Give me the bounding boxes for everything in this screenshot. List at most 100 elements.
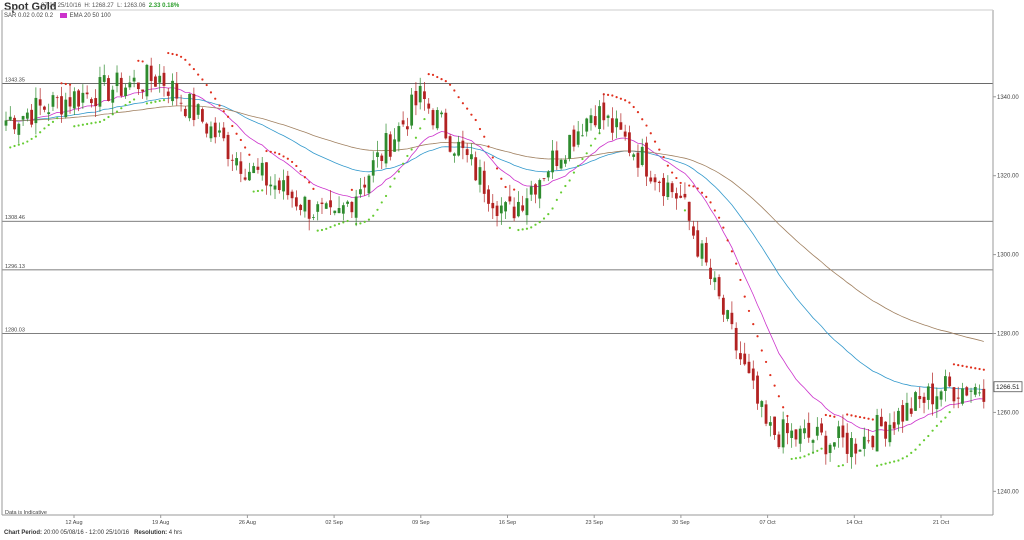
x-tick-label: 21 Oct <box>933 520 950 526</box>
candle-body <box>781 419 785 448</box>
candle-body <box>380 155 384 162</box>
x-tick-label: 09 Sep <box>412 520 429 526</box>
sar-dot-below <box>820 447 823 450</box>
y-tick-label: 1280.00 <box>997 332 1019 338</box>
sar-dot-above <box>692 185 695 188</box>
candle-body <box>405 126 409 130</box>
sar-dot-below <box>261 189 264 192</box>
candle-body <box>495 205 499 217</box>
sar-dot-above <box>167 51 170 55</box>
sar-dot-below <box>568 179 571 182</box>
sar-dot-above <box>278 152 281 156</box>
sar-dot-above <box>239 138 242 142</box>
sar-dot-below <box>372 214 375 217</box>
candle-body <box>948 376 952 387</box>
sar-dot-below <box>47 123 50 127</box>
candle-body <box>111 89 115 103</box>
sar-dot-above <box>611 94 614 97</box>
sar-dot-below <box>918 443 921 446</box>
candle-body <box>871 435 875 448</box>
last-price-label: 1266.51 <box>996 384 1020 391</box>
candle-body <box>538 180 542 199</box>
candle-body <box>517 201 520 217</box>
candle-body <box>98 77 102 107</box>
candle-body <box>615 118 619 128</box>
candle-body <box>717 277 721 297</box>
candle-body <box>324 203 328 209</box>
sar-dot-above <box>957 364 960 367</box>
quote-high: H: 1268.27 <box>84 3 114 9</box>
sar-dot-below <box>589 144 593 147</box>
candle-body <box>606 115 610 118</box>
sar-dot-above <box>649 132 652 135</box>
candle-body <box>286 175 290 196</box>
candle-body <box>115 72 119 87</box>
quote-timestamp: 07:36 25/10/16 <box>41 3 82 9</box>
sar-dot-above <box>688 184 691 187</box>
ema-indicator-label[interactable]: EMA 20 50 100 <box>60 13 111 19</box>
resolution-value: 4 hrs <box>168 530 183 536</box>
candle-body <box>132 77 136 82</box>
sar-dot-above <box>952 363 956 366</box>
quote-change: 2.33 0.18% <box>148 3 180 9</box>
candle-body <box>320 202 324 205</box>
candle-body <box>341 205 345 214</box>
sar-dot-above <box>175 53 178 56</box>
sar-dot-above <box>662 155 665 159</box>
sar-dot-above <box>700 191 704 194</box>
sar-dot-above <box>487 145 490 148</box>
candle-body <box>551 150 554 173</box>
candle-body <box>768 422 772 426</box>
sar-dot-above <box>248 153 251 156</box>
x-tick-label: 19 Aug <box>152 520 169 526</box>
candle-body <box>388 134 392 157</box>
candle-body <box>30 109 34 125</box>
candle-body <box>499 205 503 214</box>
sar-indicator-label[interactable]: SAR 0.02 0.02 0.2 <box>4 13 53 19</box>
candle-body <box>68 97 72 107</box>
sar-dot-above <box>739 278 742 282</box>
ema-lines <box>5 86 984 433</box>
sar-dot-below <box>154 100 157 103</box>
sar-dot-above <box>615 96 618 99</box>
candle-body <box>149 65 153 81</box>
sar-dot-below <box>538 221 541 224</box>
candle-body <box>636 152 640 168</box>
candle-body <box>452 153 456 156</box>
candle-body <box>60 96 63 115</box>
candle-body <box>546 171 550 178</box>
sar-dot-below <box>931 429 934 432</box>
candle-body <box>832 442 836 447</box>
sar-dot-below <box>794 457 798 460</box>
x-tick-label: 30 Sep <box>672 520 689 526</box>
candle-body <box>559 159 563 169</box>
x-tick-label: 02 Sep <box>325 520 342 526</box>
sar-dot-above <box>653 140 657 143</box>
candle-body <box>909 408 913 414</box>
period-value: 20:00 05/08/16 - 12:00 25/10/16 <box>43 530 130 536</box>
candle-body <box>55 97 59 99</box>
candle-body <box>239 161 243 174</box>
candlesticks <box>4 57 986 469</box>
sar-dot-below <box>888 461 891 464</box>
candle-body <box>786 423 789 434</box>
candle-body <box>952 387 956 402</box>
sar-dot-above <box>965 365 968 368</box>
candle-body <box>696 230 700 257</box>
candle-body <box>709 267 712 280</box>
candle-body <box>17 123 21 135</box>
candle-body <box>602 102 606 121</box>
candle-body <box>213 122 217 138</box>
sar-dot-below <box>905 455 909 458</box>
sar-dot-above <box>735 262 738 265</box>
candle-body <box>935 396 939 410</box>
candle-body <box>734 327 738 351</box>
candle-body <box>692 226 695 236</box>
x-tick-label: 07 Oct <box>759 520 776 526</box>
candle-body <box>90 99 93 104</box>
ema-100-line <box>6 105 984 342</box>
sar-dot-above <box>500 177 503 180</box>
candle-body <box>51 95 55 107</box>
quote-low: L: 1263.06 <box>117 3 146 9</box>
